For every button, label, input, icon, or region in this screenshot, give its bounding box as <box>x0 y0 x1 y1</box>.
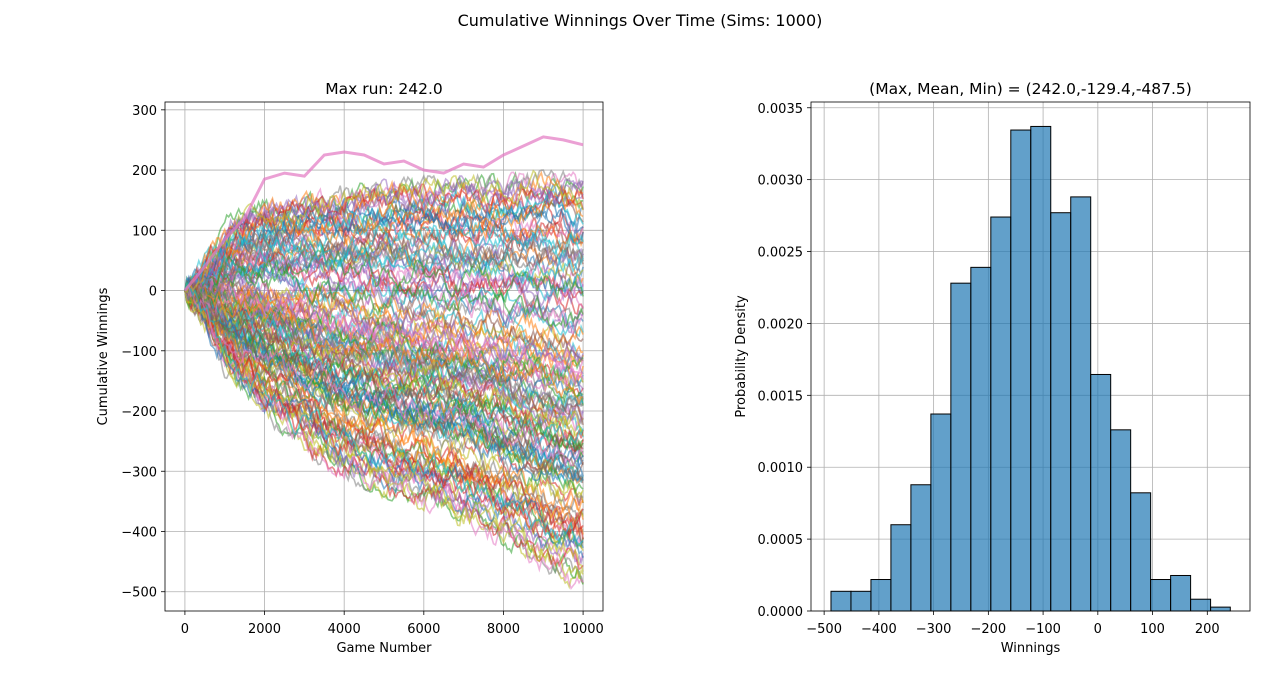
histogram-bar <box>1210 606 1231 612</box>
simulation-line <box>184 287 584 585</box>
x-tick-label: −400 <box>861 622 897 637</box>
simulation-line <box>184 284 584 540</box>
y-tick-label: 0.0005 <box>758 533 804 548</box>
y-tick-label: 0.0020 <box>758 317 804 332</box>
histogram-bar <box>1130 492 1152 612</box>
histogram-bar <box>950 282 972 612</box>
plot-frame <box>164 101 604 612</box>
histogram-bar <box>830 590 852 612</box>
y-tick-label: −500 <box>121 586 157 601</box>
left-chart-title: Max run: 242.0 <box>325 80 443 98</box>
y-tick-label: −200 <box>121 405 157 420</box>
x-tick-label: −100 <box>1025 622 1061 637</box>
simulation-line <box>184 175 584 303</box>
max-run-line <box>183 135 584 292</box>
simulation-line <box>184 280 584 547</box>
y-tick-label: −400 <box>121 525 157 540</box>
simulation-line <box>184 286 584 553</box>
x-tick-label: 2000 <box>248 622 281 637</box>
simulation-line <box>184 275 584 387</box>
simulation-line <box>184 236 584 294</box>
y-tick-label: 0 <box>149 285 157 300</box>
histogram-bar <box>970 266 992 612</box>
histogram-bar <box>910 484 932 612</box>
left-x-axis-label: Game Number <box>336 641 432 656</box>
histogram-bar <box>990 216 1012 612</box>
y-tick-label: 0.0015 <box>758 389 804 404</box>
simulation-line <box>184 264 584 329</box>
simulation-lines <box>183 135 584 590</box>
simulation-line <box>184 226 584 297</box>
histogram-bar <box>850 590 872 612</box>
histogram-bar <box>930 413 952 612</box>
y-tick-label: −300 <box>121 465 157 480</box>
histogram-bar <box>1090 373 1112 612</box>
x-tick-label: 4000 <box>328 622 361 637</box>
figure-suptitle: Cumulative Winnings Over Time (Sims: 100… <box>457 11 823 30</box>
y-tick-label: 0.0000 <box>758 605 804 620</box>
left-axes-line-chart: 0 2000 4000 6000 8000 10000−500−400−300−200−1… <box>96 80 604 656</box>
y-tick-label: 0.0030 <box>758 174 804 189</box>
simulation-line <box>184 283 584 467</box>
x-tick-label: −200 <box>970 622 1006 637</box>
x-tick-label: 0 <box>1094 622 1102 637</box>
y-tick-label: 0.0025 <box>758 246 804 261</box>
histogram-bar <box>1030 125 1052 612</box>
histogram-bar <box>1170 574 1192 612</box>
simulation-line <box>184 218 584 294</box>
histogram-bar <box>890 524 912 612</box>
simulation-line <box>184 290 584 496</box>
x-tick-label: 10000 <box>562 622 603 637</box>
x-tick-label: 100 <box>1140 622 1165 637</box>
y-tick-label: 100 <box>132 224 157 239</box>
histogram-bar <box>1050 212 1072 612</box>
simulation-line <box>184 287 584 382</box>
x-tick-label: 200 <box>1195 622 1220 637</box>
simulation-line <box>184 272 584 364</box>
y-tick-label: 300 <box>132 104 157 119</box>
y-tick-label: 0.0035 <box>758 102 804 117</box>
right-chart-title: (Max, Mean, Min) = (242.0,-129.4,-487.5) <box>869 80 1192 98</box>
x-tick-label: 6000 <box>407 622 440 637</box>
simulation-line <box>184 286 584 412</box>
simulation-line <box>184 244 584 308</box>
x-tick-label: −500 <box>806 622 842 637</box>
x-tick-label: −300 <box>916 622 952 637</box>
right-y-axis-label: Probability Density <box>734 295 749 418</box>
y-tick-label: 0.0010 <box>758 461 804 476</box>
histogram-bar <box>1070 196 1092 612</box>
histogram-bar <box>1010 129 1032 612</box>
x-tick-label: 8000 <box>487 622 520 637</box>
simulation-line <box>184 280 584 391</box>
y-tick-label: 200 <box>132 164 157 179</box>
simulation-line <box>184 270 584 362</box>
simulation-line <box>184 286 584 426</box>
simulation-line <box>184 188 584 298</box>
right-x-axis-label: Winnings <box>1001 641 1061 656</box>
histogram-bar <box>1110 429 1132 612</box>
simulation-line <box>184 202 584 291</box>
simulation-line <box>184 279 584 426</box>
histogram-bar <box>870 579 892 612</box>
y-tick-label: −100 <box>121 345 157 360</box>
histogram-bar <box>1150 579 1172 612</box>
plot-frame <box>810 101 1251 612</box>
x-tick-label: 0 <box>181 622 189 637</box>
simulation-line <box>184 280 584 482</box>
right-axes-histogram: −500 −400 −300 −200 −100 0 100 200 0.0000 0.0005 0… <box>734 80 1251 656</box>
histogram-bar <box>1190 598 1212 612</box>
simulation-line <box>184 233 584 301</box>
simulation-line <box>184 279 584 465</box>
simulation-line <box>184 282 584 406</box>
left-y-axis-label: Cumulative Winnings <box>96 287 111 425</box>
